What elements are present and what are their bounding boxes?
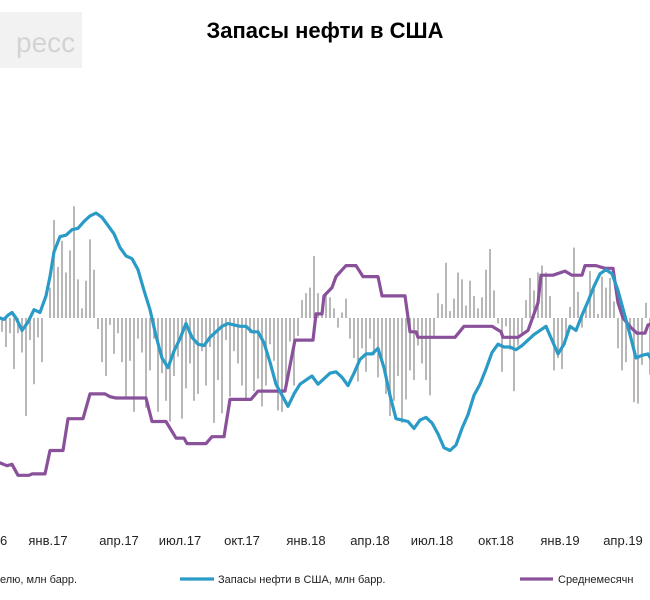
x-tick-label-2: апр.17 [99,533,139,548]
legend-label-average: Среднемесячн [558,574,634,586]
chart-title: Запасы нефти в США [206,18,443,43]
stocks-line [0,211,650,453]
series-lines [0,211,650,477]
weekly-change-bars [1,206,650,423]
x-tick-label-10: апр.19 [603,533,643,548]
x-tick-label-3: июл.17 [159,533,201,548]
x-axis-ticks: 6 янв.17 апр.17 июл.17 окт.17 янв.18 апр.18 июл… [0,533,643,548]
x-tick-label-7: июл.18 [411,533,453,548]
average-line [0,264,650,477]
watermark-box [0,12,82,68]
watermark-text: ресс [16,27,75,58]
legend: елю, млн барр. Запасы нефти в США, млн ба… [0,574,634,586]
x-tick-label-6: апр.18 [350,533,390,548]
x-tick-label-9: янв.19 [540,533,579,548]
watermark: ресс [0,12,82,68]
x-tick-label-0: 6 [0,533,7,548]
x-tick-label-5: янв.18 [286,533,325,548]
x-tick-label-4: окт.17 [224,533,260,548]
x-tick-label-1: янв.17 [28,533,67,548]
x-tick-label-8: окт.18 [478,533,514,548]
legend-label-weekly: елю, млн барр. [0,574,77,586]
legend-label-stocks: Запасы нефти в США, млн барр. [218,574,385,586]
